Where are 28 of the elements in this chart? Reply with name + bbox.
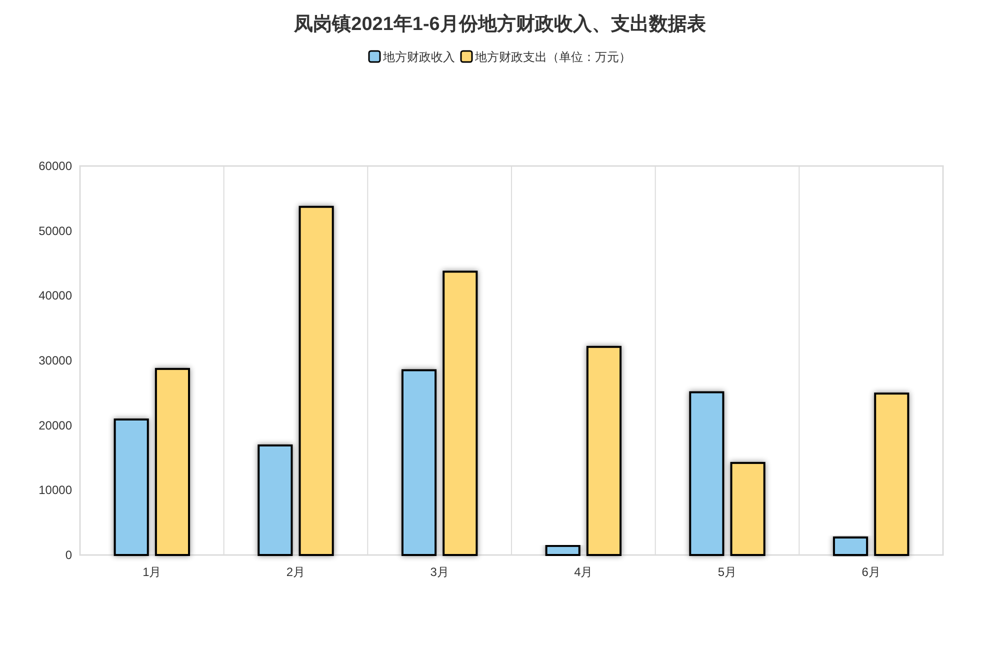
y-tick-label: 30000 xyxy=(38,354,72,368)
x-tick-label: 6月 xyxy=(862,565,880,579)
bar xyxy=(258,444,293,556)
y-tick-label: 20000 xyxy=(38,418,72,432)
x-tick-label: 1月 xyxy=(142,565,162,579)
x-tick-label: 4月 xyxy=(574,565,593,579)
x-tick-label: 2月 xyxy=(286,565,306,579)
x-tick-label: 3月 xyxy=(430,565,449,579)
y-tick-label: 0 xyxy=(65,548,72,562)
y-tick-label: 60000 xyxy=(38,159,72,173)
bar xyxy=(401,369,437,556)
bar xyxy=(874,392,910,556)
bar xyxy=(586,346,622,556)
bar xyxy=(114,418,149,556)
bar xyxy=(298,206,334,556)
y-tick-label: 10000 xyxy=(38,483,72,498)
bar xyxy=(689,391,724,556)
y-tick-label: 50000 xyxy=(38,224,72,238)
bar xyxy=(730,462,766,556)
chart-title: 凤岗镇2021年1-6月份地方财政收入、支出数据表 xyxy=(293,13,707,35)
bar xyxy=(442,270,478,556)
legend-label: 地方财政支出（单位：万元） xyxy=(474,50,631,64)
legend-label: 地方财政收入 xyxy=(382,50,455,64)
x-tick-label: 5月 xyxy=(718,565,737,579)
y-tick-label: 40000 xyxy=(38,288,72,303)
bar xyxy=(832,536,868,556)
bar xyxy=(154,368,190,556)
bar xyxy=(545,544,580,556)
